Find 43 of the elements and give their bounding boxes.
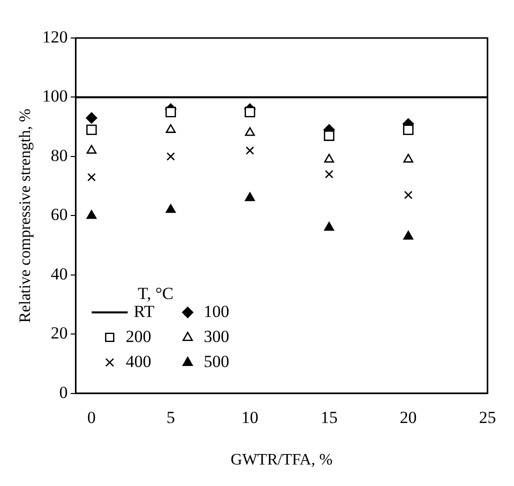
point	[404, 190, 412, 200]
y-tick-label: 80	[50, 146, 68, 165]
point	[403, 230, 414, 240]
point	[87, 173, 96, 182]
point	[86, 210, 97, 219]
x-axis-title: GWTR/TFA, %	[230, 452, 333, 469]
point	[324, 222, 334, 231]
point	[324, 130, 334, 141]
legend-label: 200	[126, 326, 152, 346]
x-tick-label: 5	[166, 408, 175, 428]
point	[86, 124, 97, 136]
y-tick-label: 20	[50, 324, 68, 343]
legend-label: 400	[126, 352, 152, 371]
point	[403, 124, 414, 136]
point	[403, 154, 414, 163]
x-tick-label: 25	[479, 408, 496, 428]
x-tick-label: 10	[241, 408, 258, 428]
x-tick-label: 0	[87, 408, 96, 428]
y-axis-title: Relative compressive strength, %	[16, 108, 34, 323]
point	[244, 192, 255, 202]
x-tick-label: 20	[400, 408, 417, 428]
point	[244, 127, 255, 136]
y-tick-label: 60	[50, 205, 68, 224]
legend-label: 300	[204, 326, 230, 346]
y-tick-label: 100	[42, 86, 68, 106]
point	[166, 152, 175, 161]
legend-title: T, °C	[138, 284, 174, 303]
point	[324, 170, 334, 178]
point	[166, 204, 176, 213]
y-tick-label: 120	[42, 27, 68, 46]
point	[244, 106, 256, 118]
point	[324, 154, 334, 163]
point	[86, 144, 97, 154]
point	[246, 146, 254, 155]
point	[86, 112, 98, 124]
legend-label: 500	[204, 352, 230, 371]
legend-label: RT	[134, 302, 156, 321]
x-tick-label: 15	[320, 408, 338, 428]
legend-label: 100	[204, 302, 230, 321]
point	[166, 124, 176, 133]
y-tick-label: 40	[50, 264, 68, 284]
point	[165, 106, 176, 118]
y-tick-label: 0	[59, 382, 68, 402]
